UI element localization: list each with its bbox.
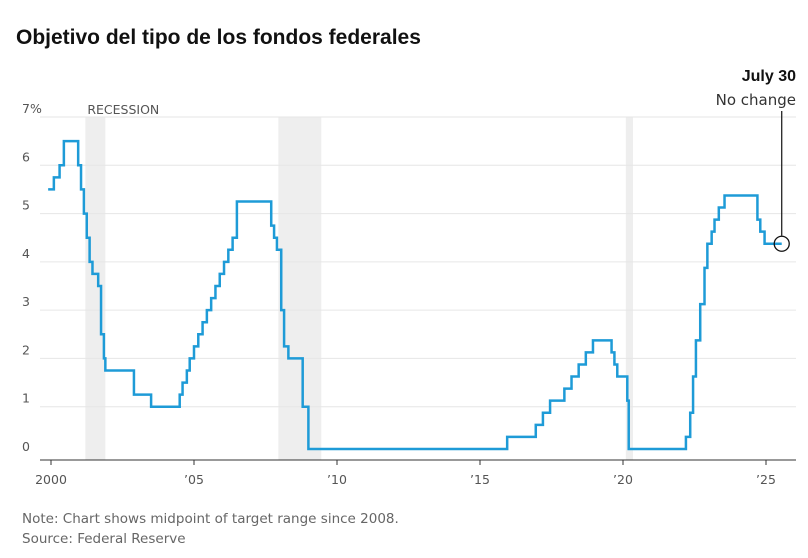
y-tick-label-5: 5 (22, 198, 30, 213)
recession-band-3 (625, 117, 634, 460)
annotation-date: July 30 (742, 68, 796, 85)
x-tick-label-2015: ’15 (470, 472, 490, 487)
x-tick-label-2020: ’20 (613, 472, 633, 487)
annotation-marker (773, 235, 790, 252)
x-tick-label-2010: ’10 (327, 472, 347, 487)
recession-bands (85, 117, 634, 460)
chart-title: Objetivo del tipo de los fondos federale… (16, 26, 421, 49)
recession-band-1 (85, 117, 106, 460)
recession-band-2 (278, 117, 322, 460)
y-tick-label-1: 1 (22, 391, 30, 406)
y-axis-ticks: 0 1 2 3 4 5 6 7% (22, 101, 42, 454)
annotation: July 30 No change (716, 68, 796, 252)
y-tick-label-0: 0 (22, 439, 30, 454)
y-tick-label-7: 7% (22, 101, 42, 116)
x-tick-label-2005: ’05 (184, 472, 204, 487)
series-line-1 (48, 139, 782, 451)
y-tick-label-2: 2 (22, 342, 30, 357)
chart-source: Source: Federal Reserve (22, 531, 186, 547)
y-tick-label-4: 4 (22, 246, 30, 261)
recession-label: RECESSION (87, 102, 159, 117)
x-tick-label-2000: 2000 (35, 472, 67, 487)
x-axis-ticks: 2000 ’05 ’10 ’15 ’20 ’25 (35, 460, 776, 487)
gridlines (40, 116, 796, 408)
annotation-text: No change (716, 91, 796, 109)
y-tick-label-3: 3 (22, 294, 30, 309)
y-tick-label-6: 6 (22, 149, 30, 164)
x-tick-label-2025: ’25 (756, 472, 776, 487)
series-layer (48, 139, 782, 451)
chart-note: Note: Chart shows midpoint of target ran… (22, 511, 399, 527)
